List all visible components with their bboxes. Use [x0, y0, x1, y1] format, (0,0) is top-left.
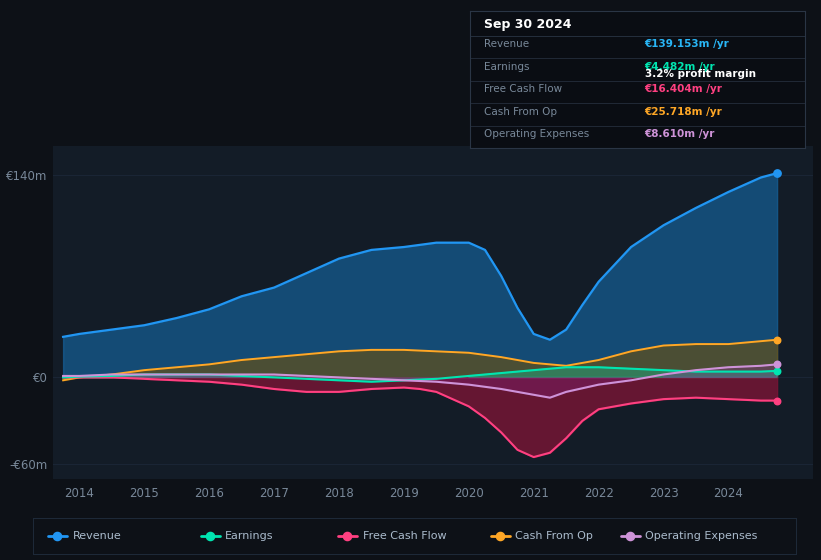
- Text: €16.404m /yr: €16.404m /yr: [644, 85, 722, 95]
- Text: Free Cash Flow: Free Cash Flow: [363, 531, 447, 541]
- Point: [623, 532, 636, 541]
- Point: [493, 532, 507, 541]
- Point: [771, 335, 784, 344]
- Point: [341, 532, 354, 541]
- Text: €25.718m /yr: €25.718m /yr: [644, 107, 722, 117]
- Text: Free Cash Flow: Free Cash Flow: [484, 85, 562, 95]
- Text: €4.482m /yr: €4.482m /yr: [644, 62, 715, 72]
- Point: [771, 366, 784, 375]
- Text: Revenue: Revenue: [484, 39, 529, 49]
- Text: €8.610m /yr: €8.610m /yr: [644, 129, 715, 139]
- Text: 3.2% profit margin: 3.2% profit margin: [644, 69, 755, 79]
- Text: Sep 30 2024: Sep 30 2024: [484, 18, 571, 31]
- Text: Earnings: Earnings: [484, 62, 530, 72]
- Point: [771, 360, 784, 369]
- Point: [771, 169, 784, 178]
- Text: Operating Expenses: Operating Expenses: [645, 531, 758, 541]
- Text: Cash From Op: Cash From Op: [484, 107, 557, 117]
- Point: [771, 396, 784, 405]
- Text: Cash From Op: Cash From Op: [516, 531, 594, 541]
- Text: Operating Expenses: Operating Expenses: [484, 129, 589, 139]
- Text: Earnings: Earnings: [225, 531, 273, 541]
- Point: [204, 532, 217, 541]
- Text: €139.153m /yr: €139.153m /yr: [644, 39, 729, 49]
- Point: [51, 532, 64, 541]
- Text: Revenue: Revenue: [72, 531, 122, 541]
